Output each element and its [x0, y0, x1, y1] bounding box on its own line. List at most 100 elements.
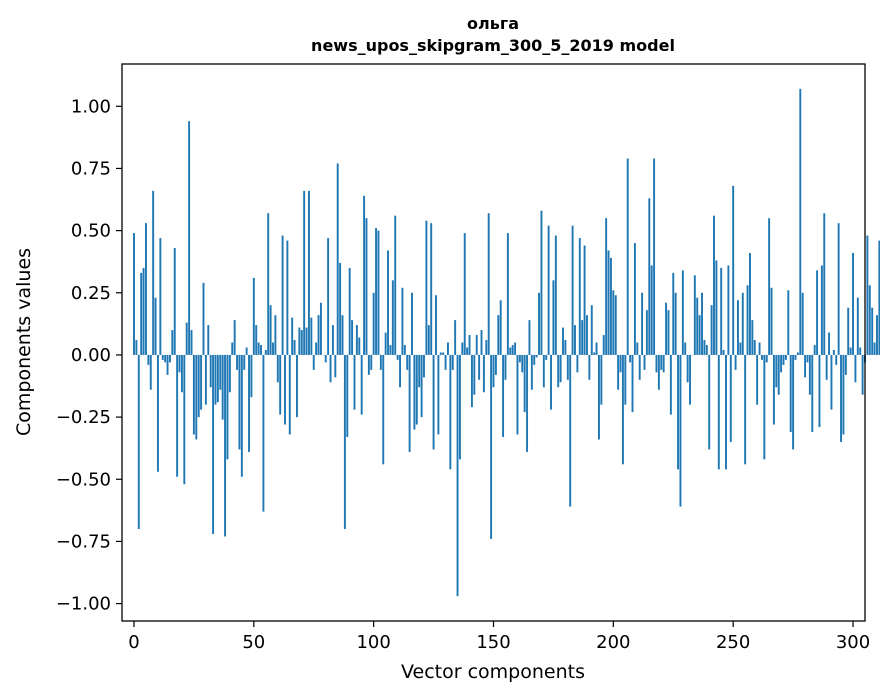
bar-component-269 — [778, 355, 780, 395]
bar-component-190 — [588, 355, 590, 380]
bar-component-209 — [634, 243, 636, 355]
bar-component-306 — [866, 236, 868, 355]
bar-component-213 — [644, 355, 646, 370]
bar-component-302 — [857, 298, 859, 355]
bar-component-239 — [706, 345, 708, 355]
bar-component-273 — [787, 290, 789, 355]
bar-component-111 — [399, 355, 401, 387]
bar-component-68 — [296, 355, 298, 417]
bar-component-252 — [737, 300, 739, 355]
bar-component-67 — [294, 340, 296, 355]
bar-component-169 — [538, 293, 540, 355]
bar-component-123 — [428, 325, 430, 355]
bar-component-310 — [876, 315, 878, 355]
bar-component-25 — [193, 355, 195, 435]
bar-component-108 — [392, 280, 394, 355]
bar-component-231 — [687, 355, 689, 382]
bar-component-258 — [751, 320, 753, 355]
bar-component-20 — [181, 355, 183, 392]
bar-component-180 — [564, 340, 566, 355]
bar-component-242 — [713, 216, 715, 355]
bar-component-93 — [356, 325, 358, 355]
bar-component-22 — [186, 323, 188, 355]
bar-component-139 — [466, 347, 468, 354]
x-tick-label: 300 — [836, 632, 870, 653]
bar-component-153 — [500, 300, 502, 355]
bar-component-225 — [672, 273, 674, 355]
bar-component-118 — [416, 355, 418, 425]
bar-component-70 — [301, 330, 303, 355]
bar-component-85 — [337, 163, 339, 354]
bar-component-72 — [306, 328, 308, 355]
bar-component-300 — [852, 253, 854, 355]
bar-component-45 — [241, 355, 243, 477]
bar-component-54 — [262, 355, 264, 512]
bar-component-259 — [754, 340, 756, 355]
bar-component-9 — [155, 298, 157, 355]
bar-component-133 — [452, 355, 454, 370]
bar-component-221 — [663, 355, 665, 372]
bar-component-69 — [298, 328, 300, 355]
bar-component-255 — [744, 355, 746, 464]
x-axis-label: Vector components — [401, 661, 585, 683]
bar-component-120 — [421, 355, 423, 417]
bar-component-18 — [176, 355, 178, 477]
bar-component-34 — [215, 355, 217, 405]
bar-component-229 — [682, 270, 684, 355]
bar-component-17 — [174, 248, 176, 355]
bar-component-131 — [447, 343, 449, 355]
bar-component-81 — [327, 238, 329, 355]
bar-component-203 — [620, 355, 622, 372]
bar-component-27 — [198, 355, 200, 417]
bar-component-95 — [361, 355, 363, 415]
bar-component-19 — [179, 355, 181, 372]
bar-component-246 — [723, 350, 725, 355]
bar-component-304 — [862, 355, 864, 395]
bar-component-260 — [756, 355, 758, 405]
bar-component-241 — [711, 305, 713, 355]
bar-component-171 — [543, 355, 545, 387]
y-tick-label: 0.50 — [71, 221, 111, 242]
bar-component-248 — [727, 265, 729, 355]
bar-component-183 — [572, 226, 574, 355]
y-tick-label: −0.50 — [56, 469, 111, 490]
bar-component-40 — [229, 355, 231, 392]
bar-component-102 — [378, 231, 380, 355]
bar-component-195 — [600, 355, 602, 405]
bar-component-200 — [612, 290, 614, 355]
bar-component-51 — [255, 325, 257, 355]
bar-component-103 — [380, 355, 382, 370]
bar-component-132 — [449, 355, 451, 469]
bar-component-284 — [814, 345, 816, 355]
bar-component-196 — [603, 335, 605, 355]
bar-component-290 — [828, 333, 830, 355]
bar-component-224 — [670, 355, 672, 415]
bar-component-101 — [375, 228, 377, 355]
bar-component-140 — [469, 335, 471, 355]
bar-component-47 — [246, 347, 248, 354]
bar-component-11 — [159, 238, 161, 355]
bar-component-271 — [783, 355, 785, 365]
x-tick-label: 150 — [476, 632, 510, 653]
bar-component-80 — [325, 355, 327, 362]
bar-component-160 — [517, 355, 519, 435]
bar-component-226 — [675, 293, 677, 355]
bar-component-60 — [277, 355, 279, 382]
bar-component-154 — [502, 355, 504, 437]
bar-component-28 — [200, 355, 202, 410]
bar-component-197 — [605, 218, 607, 355]
y-tick-label: 1.00 — [71, 96, 111, 117]
bar-component-191 — [591, 305, 593, 355]
bar-component-243 — [715, 260, 717, 354]
bar-component-218 — [656, 355, 658, 372]
bar-component-94 — [358, 338, 360, 355]
bar-component-57 — [270, 305, 272, 355]
bar-component-296 — [842, 355, 844, 435]
bar-component-39 — [227, 355, 229, 459]
bar-component-92 — [354, 355, 356, 410]
bar-component-257 — [749, 253, 751, 355]
bar-component-247 — [725, 355, 727, 469]
bar-component-8 — [152, 191, 154, 355]
bar-component-217 — [653, 158, 655, 354]
bar-component-223 — [668, 310, 670, 355]
